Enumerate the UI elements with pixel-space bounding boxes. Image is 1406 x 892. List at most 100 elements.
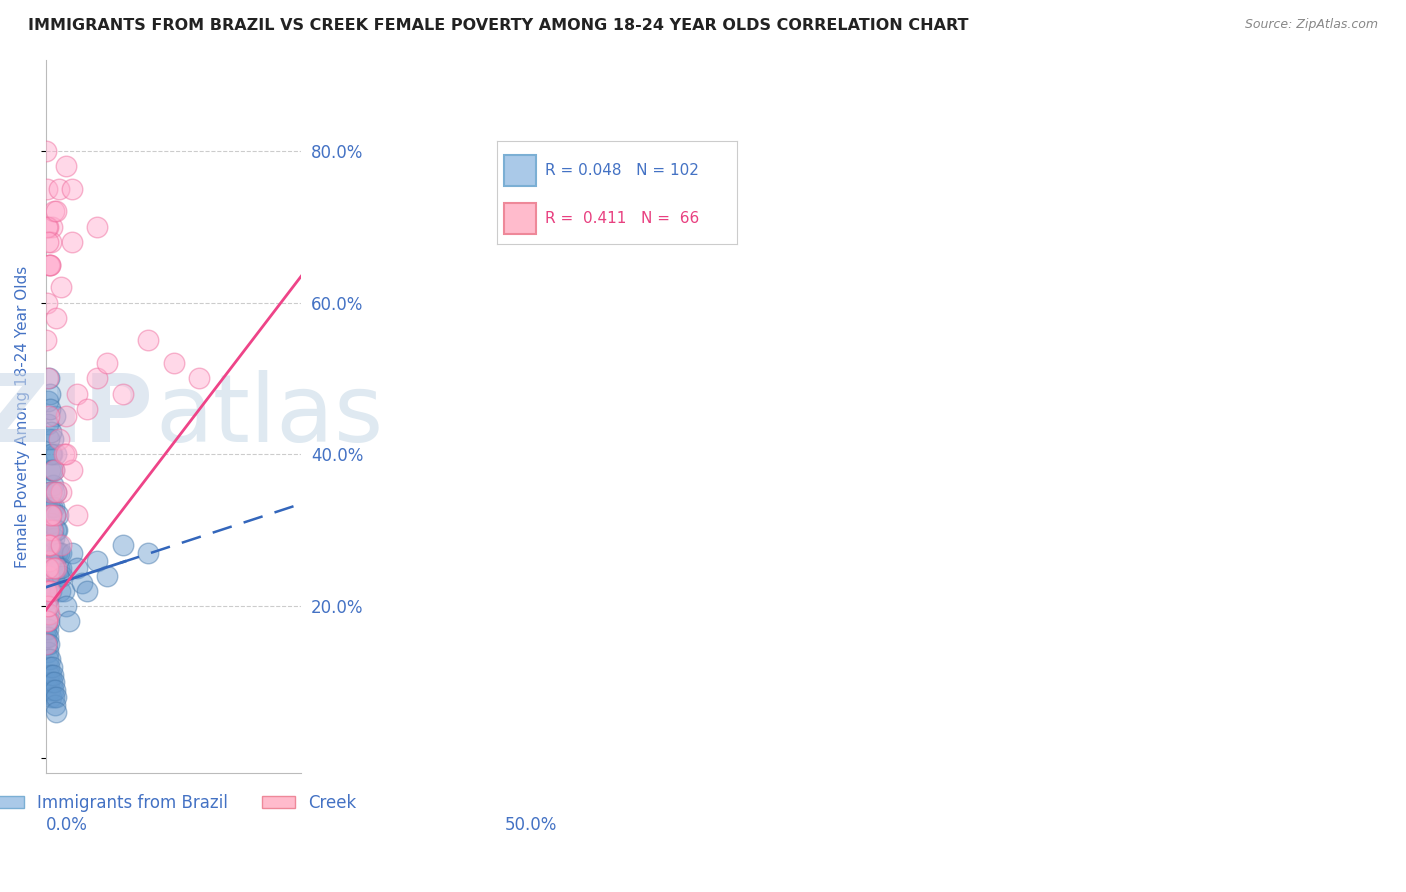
Point (38, 432, 60, 446)
Point (37, 394, 59, 409)
Point (44, 682, 66, 697)
Point (35, 622, 58, 636)
Point (39, 235, 62, 249)
Point (35, 561, 58, 575)
Point (37, 561, 59, 575)
Point (38, 462, 60, 476)
Point (35, 538, 58, 552)
FancyBboxPatch shape (505, 155, 536, 186)
Point (38, 538, 60, 552)
Point (136, 546, 159, 560)
Point (51, 485, 73, 500)
Point (35, 599, 58, 614)
Point (38, 660, 60, 674)
Point (60, 181, 83, 195)
Text: 50.0%: 50.0% (505, 816, 557, 834)
Point (51, 569, 73, 583)
Point (52, 447, 75, 461)
FancyBboxPatch shape (505, 203, 536, 234)
Point (37, 417, 59, 431)
Point (39, 682, 62, 697)
Point (136, 334, 159, 348)
Point (39, 485, 62, 500)
Point (41, 500, 63, 515)
Point (41, 477, 63, 491)
Text: R = 0.048   N = 102: R = 0.048 N = 102 (546, 162, 699, 178)
Point (38, 607, 60, 621)
Point (37, 523, 59, 537)
Point (42, 561, 65, 575)
Point (42, 462, 65, 476)
Point (39, 584, 62, 599)
Point (70, 576, 93, 591)
Point (37, 607, 59, 621)
Point (38, 675, 60, 690)
Point (51, 561, 73, 575)
Point (48, 432, 70, 446)
Point (51, 538, 73, 552)
Point (44, 531, 66, 545)
Point (38, 531, 60, 545)
Point (39, 667, 62, 681)
Text: Source: ZipAtlas.com: Source: ZipAtlas.com (1244, 18, 1378, 31)
Text: R =  0.411   N =  66: R = 0.411 N = 66 (546, 211, 699, 227)
Point (96, 356, 118, 370)
Point (37, 554, 59, 568)
Point (38, 637, 60, 651)
Point (35, 599, 58, 614)
Point (45, 310, 67, 325)
Point (46, 508, 69, 522)
Point (55, 409, 77, 424)
Point (41, 447, 63, 461)
Point (42, 569, 65, 583)
Point (39, 538, 62, 552)
Point (111, 386, 134, 401)
Point (55, 599, 77, 614)
Point (51, 546, 73, 560)
Point (48, 181, 70, 195)
Point (37, 219, 59, 234)
Point (41, 682, 63, 697)
Point (37, 569, 59, 583)
Point (65, 561, 87, 575)
Point (86, 219, 108, 234)
Text: 0.0%: 0.0% (46, 816, 87, 834)
Point (55, 159, 77, 173)
Point (86, 554, 108, 568)
Point (35, 637, 58, 651)
Point (65, 386, 87, 401)
Point (39, 516, 62, 530)
Point (65, 508, 87, 522)
Point (38, 409, 60, 424)
Point (39, 447, 62, 461)
Point (96, 569, 118, 583)
Point (38, 508, 60, 522)
Point (188, 371, 211, 385)
Point (46, 569, 69, 583)
Point (38, 485, 60, 500)
Point (35, 144, 58, 158)
Point (76, 401, 98, 416)
Point (35, 334, 58, 348)
Point (38, 615, 60, 629)
Point (35, 561, 58, 575)
Point (76, 584, 98, 599)
Point (39, 401, 62, 416)
Point (35, 295, 58, 310)
Point (42, 690, 65, 705)
Point (39, 584, 62, 599)
Point (42, 204, 65, 219)
Point (41, 219, 63, 234)
Legend: Immigrants from Brazil, Creek: Immigrants from Brazil, Creek (0, 787, 363, 818)
Point (60, 235, 83, 249)
Point (38, 584, 60, 599)
Point (39, 425, 62, 439)
Point (42, 462, 65, 476)
Point (48, 538, 70, 552)
Point (58, 615, 80, 629)
Point (38, 371, 60, 385)
Point (38, 554, 60, 568)
Point (45, 523, 67, 537)
Point (45, 204, 67, 219)
Text: atlas: atlas (156, 370, 384, 462)
